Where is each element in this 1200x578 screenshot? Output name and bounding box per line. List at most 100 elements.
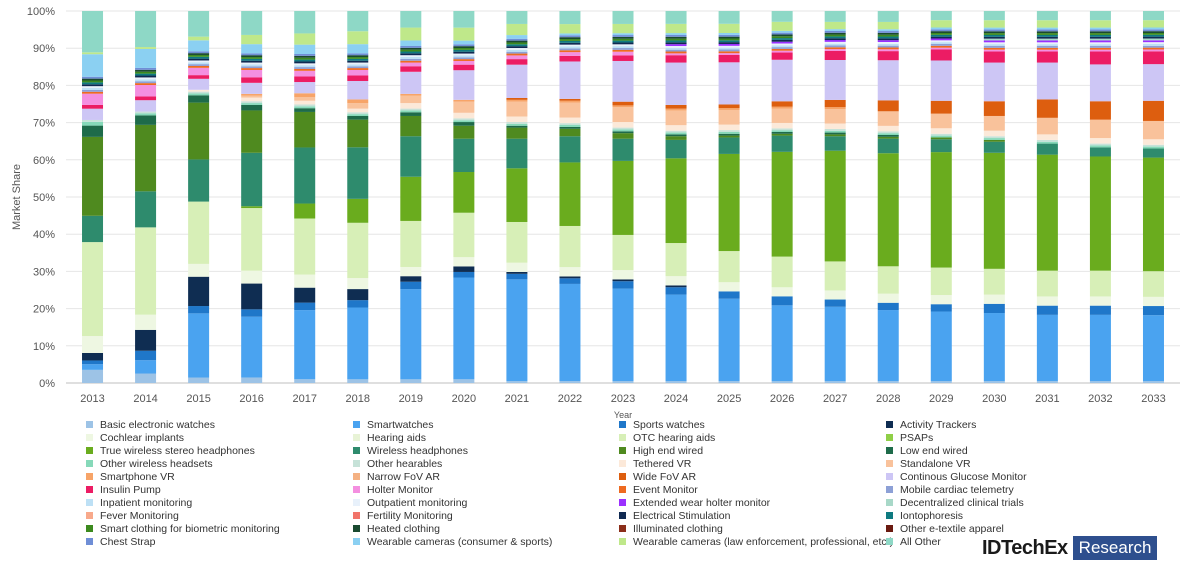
x-tick-label: 2026 [770,393,794,405]
bar-segment [665,287,687,295]
bar-segment [188,377,210,383]
bar-segment [1089,51,1111,65]
bar-segment [506,51,528,54]
bar-segment [930,40,952,43]
bar-segment [983,130,1005,137]
bar-segment [877,29,899,32]
legend-swatch [886,512,893,519]
bar-segment [294,33,316,45]
bar-segment [453,122,475,126]
bar-segment [294,82,316,94]
bar-segment [559,225,581,268]
legend-swatch [353,512,360,519]
bar-segment [559,42,581,45]
bar-segment [612,44,634,47]
legend-item: Hearing aids [353,431,426,444]
bar-segment [665,23,687,34]
bar-segment [930,304,952,312]
bar-segment [771,52,793,60]
bar-segment [453,257,475,267]
bar-segment [135,100,157,112]
bar-segment [665,49,687,52]
bar-segment [188,159,210,202]
bar-segment [665,34,687,37]
bar-segment [400,103,422,109]
bar-segment [1089,11,1111,21]
bar-segment [930,139,952,153]
bar-segment [135,75,157,78]
bar-segment [771,256,793,288]
legend-item: Other hearables [353,457,442,470]
bar-segment [983,294,1005,304]
bar-segment [82,215,104,243]
bar-segment [1089,45,1111,48]
bar-segment [1142,139,1164,145]
bar-segment [347,114,369,116]
bar-segment [400,11,422,28]
bar-segment [1089,33,1111,35]
bar-segment [241,377,263,383]
bar-segment [1036,33,1058,35]
bar-segment [930,43,952,46]
legend-item: Wearable cameras (consumer & sports) [353,535,552,548]
bar-segment [82,88,104,90]
x-tick-label: 2015 [186,393,210,405]
bar-segment [1142,120,1164,140]
bar-segment [930,47,952,50]
y-tick-label: 70% [33,118,55,130]
bar-segment [771,30,793,33]
bar-segment [877,21,899,30]
legend-item: Electrical Stimulation [619,509,730,522]
legend-swatch [619,473,626,480]
legend-label: Tethered VR [633,457,692,470]
bar-segment [824,30,846,33]
bar-segment [930,152,952,268]
bar-segment [506,99,528,102]
bar-segment [824,49,846,51]
bar-segment [1142,100,1164,121]
bar-segment [1142,144,1164,147]
bar-segment [1089,31,1111,34]
bar-segment [347,300,369,308]
bar-segment [930,267,952,296]
bar-segment [241,95,263,98]
bar-segment [1142,315,1164,382]
bar-segment [453,120,475,123]
bar-segment [294,302,316,311]
bar-segment [1036,141,1058,144]
bar-segment [1142,146,1164,149]
bar-segment [877,36,899,39]
bar-segment [506,49,528,52]
legend-item: Basic electronic watches [86,418,215,431]
bar-segment [347,147,369,199]
bar-segment [1036,139,1058,142]
bar-segment [506,221,528,263]
bar-segment [824,299,846,307]
bar-segment [1089,305,1111,315]
bar-segment [612,131,634,134]
bar-segment [559,37,581,40]
bar-segment [506,123,528,126]
legend-swatch [619,538,626,545]
bar-segment [771,108,793,123]
bar-segment [877,38,899,41]
bar-segment [506,116,528,123]
bar-segment [347,44,369,54]
bar-segment [612,51,634,56]
legend-item: Continous Glucose Monitor [886,470,1027,483]
bar-segment [930,27,952,30]
bar-segment [506,48,528,50]
bar-segment [135,69,157,72]
bar-segment [347,108,369,113]
legend-item: Decentralized clinical trials [886,496,1024,509]
legend-item: Smartphone VR [86,470,175,483]
x-tick-label: 2020 [452,393,476,405]
bar-segment [1036,99,1058,118]
bar-segment [294,55,316,58]
bar-segment [135,191,157,228]
bar-segment [824,381,846,383]
bar-segment [347,80,369,100]
bar-segment [930,29,952,32]
bar-segment [241,64,263,67]
bar-segment [241,97,263,102]
